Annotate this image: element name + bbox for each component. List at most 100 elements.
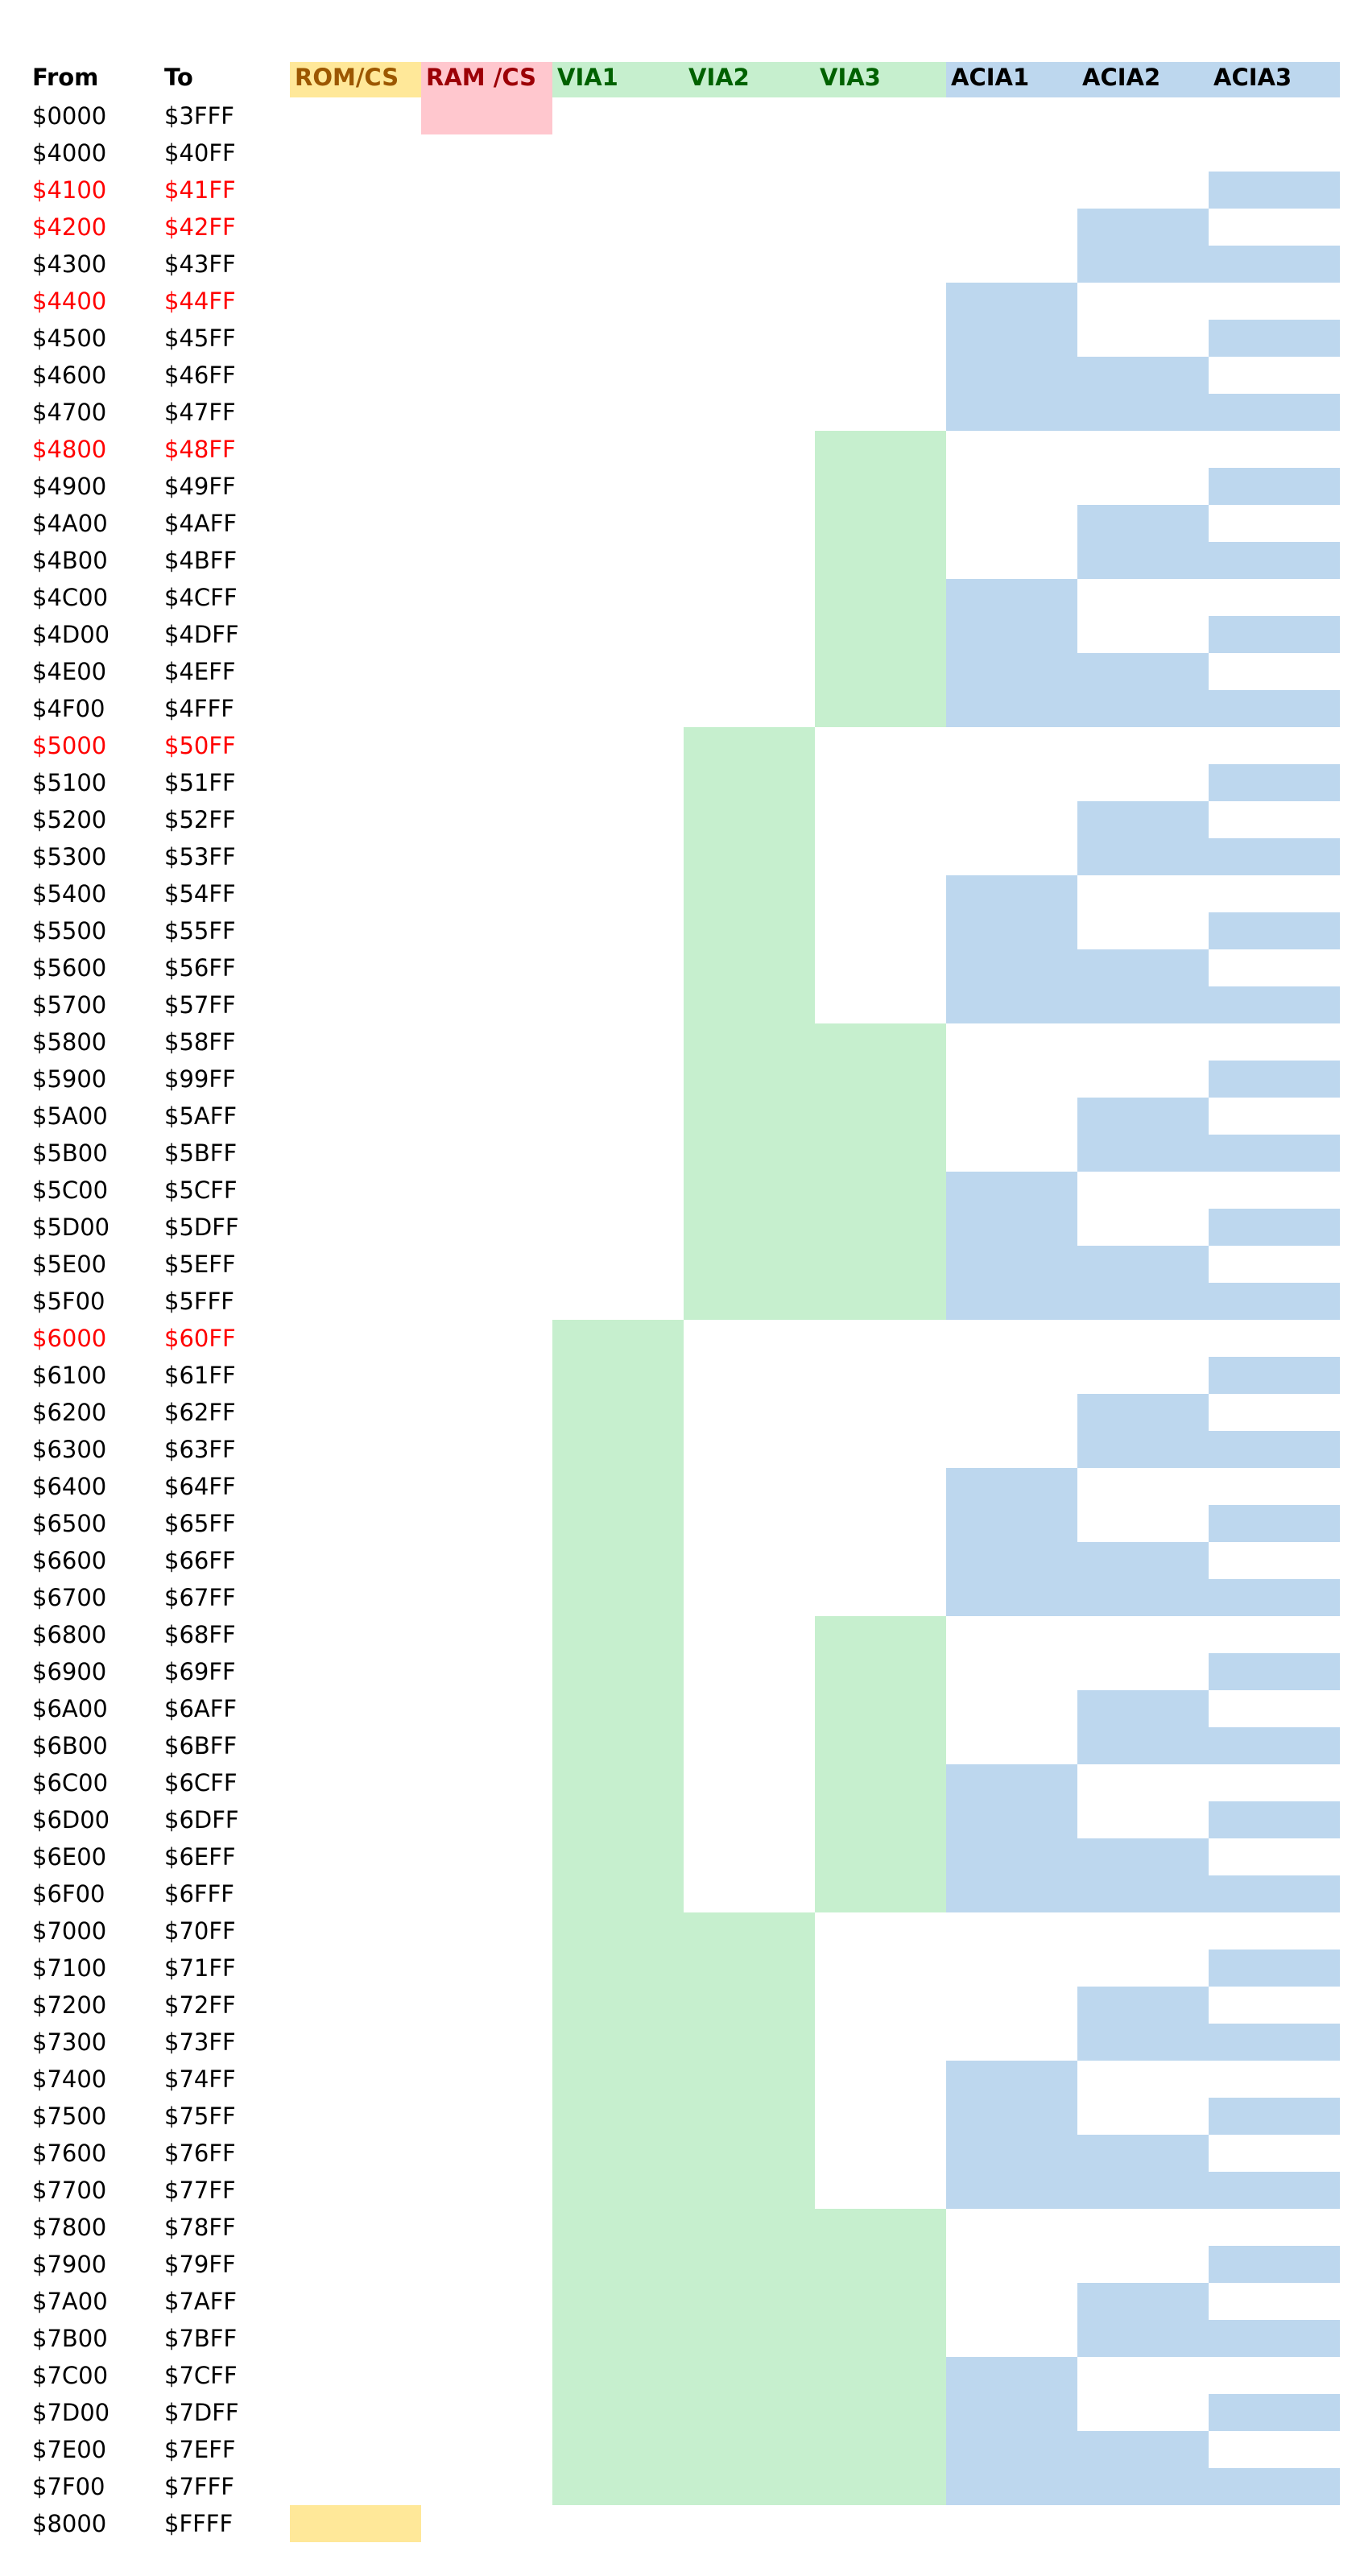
chip-select-acia1-cell [946,2468,1077,2505]
chip-select-acia2-cell [1077,2320,1209,2357]
from-address: $7900 [32,2251,107,2278]
from-address: $6700 [32,1584,107,1611]
chip-select-via2-cell [684,875,815,912]
chip-select-via3-cell [815,1283,946,1320]
chip-select-acia1-cell [946,2394,1077,2431]
chip-select-via2-cell [684,1246,815,1283]
chip-select-acia1-cell [946,1172,1077,1209]
from-address: $7000 [32,1917,107,1945]
from-address: $4100 [32,176,107,204]
chip-select-via1-cell [552,1653,684,1690]
to-address: $55FF [164,917,236,945]
chip-select-via3-cell [815,2283,946,2320]
header-acia3: ACIA3 [1213,64,1292,91]
from-address: $4000 [32,139,107,167]
from-address: $5F00 [32,1288,105,1315]
chip-select-acia1-cell [946,949,1077,986]
to-address: $68FF [164,1621,236,1648]
from-address: $5800 [32,1028,107,1056]
chip-select-via2-cell [684,2394,815,2431]
chip-select-via2-cell [684,1209,815,1246]
chip-select-acia1-cell [946,616,1077,653]
chip-select-via2-cell [684,1023,815,1061]
to-address: $75FF [164,2103,236,2130]
from-address: $4800 [32,436,107,463]
to-address: $49FF [164,473,236,500]
from-address: $6400 [32,1473,107,1500]
chip-select-via2-cell [684,1912,815,1950]
chip-select-via2-cell [684,838,815,875]
chip-select-acia2-cell [1077,1431,1209,1468]
chip-select-via2-cell [684,801,815,838]
to-address: $4AFF [164,510,238,537]
chip-select-via1-cell [552,2098,684,2135]
chip-select-via3-cell [815,1061,946,1098]
chip-select-acia2-cell [1077,838,1209,875]
to-address: $48FF [164,436,236,463]
from-address: $5200 [32,806,107,833]
chip-select-acia3-cell [1209,838,1340,875]
chip-select-via3-cell [815,1764,946,1801]
chip-select-via3-cell [815,1172,946,1209]
to-address: $65FF [164,1510,236,1537]
chip-select-acia1-cell [946,1542,1077,1579]
to-address: $60FF [164,1325,236,1352]
chip-select-via1-cell [552,2320,684,2357]
chip-select-acia2-cell [1077,2172,1209,2209]
to-address: $5BFF [164,1139,238,1167]
chip-select-acia2-cell [1077,1542,1209,1579]
chip-select-acia3-cell [1209,2024,1340,2061]
chip-select-acia3-cell [1209,1061,1340,1098]
chip-select-acia3-cell [1209,912,1340,949]
chip-select-acia3-cell [1209,1727,1340,1764]
to-address: $51FF [164,769,236,796]
chip-select-via3-cell [815,505,946,542]
header-acia1: ACIA1 [951,64,1030,91]
chip-select-via2-cell [684,949,815,986]
chip-select-via3-cell [815,1801,946,1838]
chip-select-via3-cell [815,1875,946,1912]
chip-select-acia1-cell [946,1505,1077,1542]
chip-select-via1-cell [552,1431,684,1468]
chip-select-via1-cell [552,2172,684,2209]
to-address: $99FF [164,1065,236,1093]
chip-select-via1-cell [552,1987,684,2024]
from-address: $7200 [32,1991,107,2019]
chip-select-acia3-cell [1209,246,1340,283]
chip-select-via2-cell [684,2024,815,2061]
to-address: $45FF [164,325,236,352]
chip-select-acia2-cell [1077,1394,1209,1431]
chip-select-acia2-cell [1077,1690,1209,1727]
chip-select-via1-cell [552,2468,684,2505]
to-address: $46FF [164,362,236,389]
chip-select-acia1-cell [946,2357,1077,2394]
to-address: $41FF [164,176,236,204]
chip-select-acia1-cell [946,1875,1077,1912]
to-address: $4FFF [164,695,234,722]
chip-select-via2-cell [684,764,815,801]
from-address: $0000 [32,102,107,130]
to-address: $47FF [164,399,236,426]
chip-select-via2-cell [684,2061,815,2098]
chip-select-via1-cell [552,1838,684,1875]
header-ram: RAM /CS [426,64,537,91]
chip-select-via3-cell [815,1616,946,1653]
chip-select-acia1-cell [946,1246,1077,1283]
from-address: $7100 [32,1954,107,1982]
chip-select-via2-cell [684,2357,815,2394]
chip-select-via1-cell [552,2024,684,2061]
chip-select-via2-cell [684,1098,815,1135]
header-via-cell [552,62,946,97]
to-address: $69FF [164,1658,236,1685]
chip-select-via3-cell [815,542,946,579]
chip-select-via3-cell [815,468,946,505]
from-address: $6900 [32,1658,107,1685]
to-address: $54FF [164,880,236,908]
from-address: $7E00 [32,2436,107,2463]
chip-select-via1-cell [552,1468,684,1505]
to-address: $5DFF [164,1214,239,1241]
chip-select-acia1-cell [946,1764,1077,1801]
from-address: $6200 [32,1399,107,1426]
from-address: $5500 [32,917,107,945]
